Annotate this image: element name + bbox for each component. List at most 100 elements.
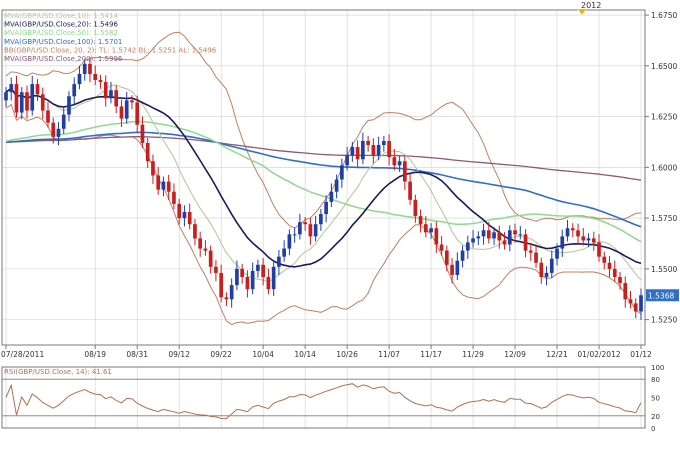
candle-body [555,248,559,259]
price-tick-label: 1.5750 [651,214,677,223]
candle-body [471,238,475,243]
candle-body [208,250,213,267]
candle-body [612,268,617,277]
date-tick-label: 12/09 [504,350,526,359]
candle-body [513,230,517,235]
candle-body [124,100,129,119]
candle-body [523,234,528,251]
price-panel-frame [1,9,646,346]
candle-body [198,238,203,249]
candle-body [56,128,61,137]
candle-body [481,230,486,237]
candle-body [539,262,544,277]
candle-body [235,268,239,286]
bollinger-bands [5,31,642,326]
candle-body [203,248,208,251]
candle-body [187,212,192,225]
date-tick-label: 10/26 [336,350,358,359]
candle-body [271,266,276,290]
candle-body [444,250,449,265]
candle-body [224,297,229,300]
date-tick-label: 09/12 [168,350,190,359]
mva100-line [5,131,642,228]
candle-body [607,262,612,269]
candle-body [88,63,92,74]
candle-body [423,224,428,233]
candle-body [40,94,45,111]
legend-entry: MVA(GBP/USD.Close,50): 1.5582 [4,29,118,37]
price-tick-label: 1.5250 [651,316,677,325]
date-tick-label: 08/31 [126,350,148,359]
candle-body [392,157,397,166]
candle-body [382,140,386,146]
mva50-line [5,120,642,243]
candle-body [376,145,381,156]
candle-body [366,140,370,146]
candle-body [476,236,481,239]
date-tick-label: 09/22 [210,350,232,359]
date-tick-label: 11/29 [462,350,484,359]
candle-body [387,140,391,158]
candle-body [639,295,643,312]
candle-body [439,244,444,251]
candle-body [355,147,360,160]
candle-body [109,90,113,99]
candle-body [93,73,98,81]
candle-body [177,203,182,219]
candle-body [324,201,328,215]
candle-body [581,236,586,241]
axis-labels: 1.6750 1.6500 1.6250 1.6000 1.5750 1.5500 1.52… [1,11,679,359]
candle-body [602,256,607,263]
candle-body [19,92,24,113]
bollinger-lower-line [5,103,642,326]
top-marker-2012: 2012 [581,1,601,10]
candle-body [497,232,502,241]
candle-body [103,82,108,99]
candle-body [361,140,365,160]
candle-body [145,142,150,162]
price-tick-label: 1.5500 [651,265,677,274]
mva10-line [5,84,642,283]
candle-body [266,276,271,290]
rsi-panel: 100 80 50 20 0 RSI(GBP/USD.Close, 14): 41.61 [2,364,664,433]
candle-body [135,102,140,125]
candle-body [214,266,218,273]
candle-body [298,222,302,235]
candle-body [130,100,134,103]
candle-body [502,240,507,245]
candle-body [303,222,307,225]
candle-body [161,181,166,190]
candle-body [350,147,355,156]
candle-body [308,224,313,237]
candle-body [77,73,82,85]
candle-body [486,230,491,239]
date-tick-label: 10/04 [252,350,274,359]
date-tick-label: 08/19 [84,350,106,359]
chart-frame [1,9,646,429]
candle-body [282,248,286,257]
candle-body [46,110,50,123]
candle-body [245,276,250,290]
candle-body [156,175,161,190]
candle-body [408,181,412,200]
candle-body [119,106,124,119]
candle-body [261,264,265,277]
candle-body [172,191,176,204]
candle-body [166,181,171,192]
candle-body [492,232,496,239]
candle-body [507,230,512,245]
candle-body [14,84,19,113]
candle-body [30,84,35,111]
candle-body [292,234,297,236]
candle-body [597,242,601,257]
candle-body [397,161,402,166]
candle-body [403,161,407,182]
candle-body [586,238,591,241]
candlesticks [4,57,643,320]
candle-body [67,96,71,115]
candle-body [371,145,376,156]
candle-body [4,92,8,101]
last-price-badge [646,289,679,302]
last-price-label: 1.5368 [648,291,674,300]
